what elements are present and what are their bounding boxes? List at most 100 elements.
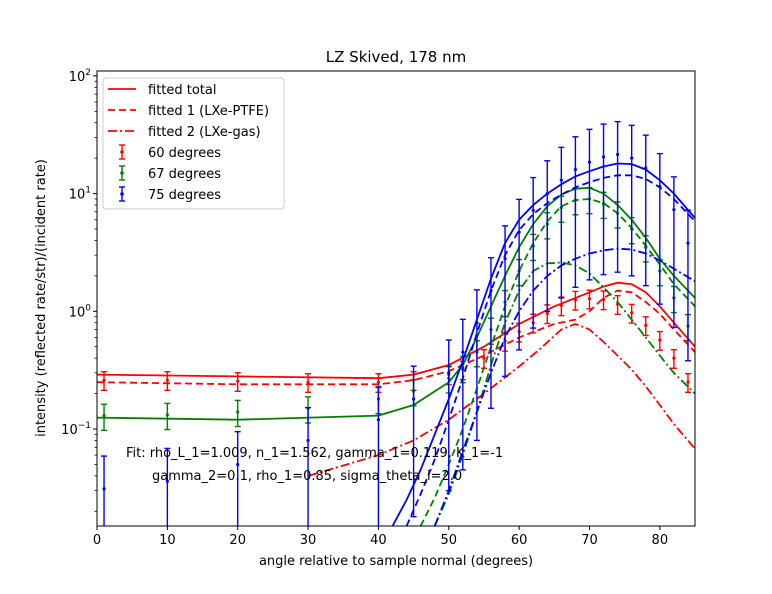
data-point [482, 356, 486, 360]
data-point [376, 418, 381, 422]
series-75-point [558, 146, 565, 299]
legend-point [120, 192, 124, 196]
fit-annotation-line-1: Fit: rho_L_1=1.009, n_1=1.562, gamma_1=0… [126, 446, 503, 461]
x-tick-label: 40 [370, 533, 387, 548]
y-tick-label: 102 [69, 68, 91, 85]
series-67-fit-1-line [419, 198, 695, 526]
series-60-point [614, 294, 621, 316]
series-75-point [375, 386, 382, 526]
data-point [672, 208, 676, 212]
data-point [102, 378, 106, 382]
series-75-fit-total-line [391, 162, 695, 526]
x-tick-label: 10 [159, 533, 176, 548]
series-60-point [684, 373, 691, 394]
series-60-point [164, 371, 171, 392]
legend-label: fitted total [148, 83, 217, 98]
series-75-point [516, 198, 523, 351]
legend-entry: fitted 1 (LXe-PTFE) [108, 104, 269, 119]
plot-frame [96, 70, 696, 527]
data-point [489, 288, 493, 293]
series-60-point [572, 290, 579, 311]
legend-label: fitted 1 (LXe-PTFE) [148, 104, 269, 119]
series-75-point [459, 318, 466, 471]
data-point [545, 191, 549, 196]
legend-label: 60 degrees [148, 146, 221, 161]
data-point [686, 380, 690, 384]
series-75-point [305, 406, 312, 526]
y-tick-label: 100 [69, 303, 92, 320]
data-point [630, 156, 634, 160]
x-tick-label: 70 [581, 533, 598, 548]
y-tick-label: 10−1 [61, 421, 91, 438]
data-point [411, 397, 416, 401]
series-60-point [586, 289, 593, 310]
legend: fitted total fitted 1 (LXe-PTFE) fitted 2 … [102, 77, 285, 210]
data-point [587, 160, 592, 164]
series-67-point [164, 402, 171, 431]
data-point [531, 208, 535, 212]
data-point [517, 230, 521, 234]
legend-label: 67 degrees [148, 167, 221, 182]
y-axis-label: intensity (reflected rate/str)/(incident… [34, 159, 49, 437]
series-75-point [628, 124, 635, 277]
series-75-point [502, 225, 509, 378]
series-75-point [670, 176, 677, 329]
series-75-point [656, 152, 663, 305]
x-tick-label: 30 [300, 533, 317, 548]
x-tick-label: 80 [652, 533, 669, 548]
data-point [644, 323, 648, 327]
data-point [503, 257, 507, 261]
legend-entry: 67 degrees [119, 165, 221, 182]
data-point [545, 311, 549, 315]
legend-label: fitted 2 (LXe-gas) [148, 125, 261, 140]
series-60-point [558, 296, 565, 317]
data-point [616, 152, 620, 157]
plot-marks [97, 120, 695, 526]
x-tick-label: 0 [93, 533, 101, 548]
data-point [587, 297, 592, 301]
series-75-point [410, 365, 417, 518]
data-point [630, 311, 634, 315]
series-75-point [445, 339, 452, 492]
y-tick-label: 101 [69, 186, 91, 203]
data-point [236, 462, 240, 467]
series-75-point [572, 136, 579, 288]
data-point [475, 321, 479, 325]
fit-annotation-line-2: gamma_2=0.1, rho_1=0.85, sigma_theta_i=2… [152, 469, 462, 484]
data-point [102, 487, 106, 491]
series-75-point [642, 134, 649, 287]
data-point [306, 438, 310, 443]
series-75-point [234, 430, 241, 526]
data-point [573, 298, 578, 302]
x-tick-label: 20 [229, 533, 246, 548]
legend-box [102, 77, 285, 210]
data-point [686, 241, 690, 245]
series-75-point [586, 128, 593, 281]
data-point [601, 297, 606, 302]
data-point [672, 356, 676, 360]
series-60-point [656, 330, 663, 351]
legend-entry: 60 degrees [119, 144, 221, 161]
data-point [658, 184, 662, 189]
series-60-point [101, 371, 108, 392]
series-60-point [642, 316, 649, 337]
series-75-point [544, 160, 551, 313]
legend-point [120, 150, 124, 154]
data-point [376, 380, 381, 384]
data-point [236, 379, 240, 383]
data-point [559, 303, 563, 308]
data-point [447, 371, 451, 375]
data-point [102, 414, 106, 418]
series-60-fit-total-line [97, 281, 695, 380]
data-point [658, 338, 662, 342]
data-point [306, 380, 310, 384]
series-75-point [600, 123, 607, 276]
series-67-fit-total-line [97, 186, 695, 421]
series-75-point [530, 176, 537, 329]
data-point [644, 166, 648, 170]
series-60-point [670, 348, 677, 369]
data-point [236, 410, 240, 414]
data-point [165, 479, 169, 483]
